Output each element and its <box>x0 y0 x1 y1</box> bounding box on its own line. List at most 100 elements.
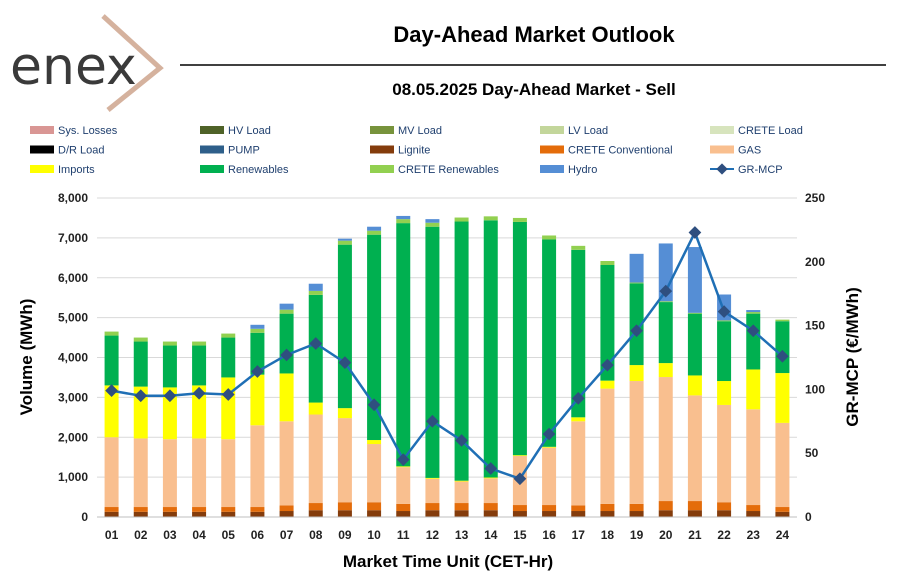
legend-item: CRETE Renewables <box>370 164 499 176</box>
bar-segment <box>687 375 702 396</box>
bar-segment <box>308 402 323 415</box>
y2-axis-title: GR-MCP (€/MWh) <box>843 287 862 426</box>
legend-item: Hydro <box>540 164 597 176</box>
legend-swatch <box>370 145 394 154</box>
bar-segment <box>746 310 761 313</box>
legend-label: GAS <box>738 145 761 157</box>
bar-segment <box>775 511 790 517</box>
legend-label: MV Load <box>398 125 442 137</box>
x-tick-label: 15 <box>513 528 527 542</box>
bar-segment <box>250 324 265 329</box>
bar-segment <box>512 505 527 512</box>
bar-segment <box>279 505 294 512</box>
bar-segment <box>250 328 265 333</box>
logo-text: enex <box>10 37 137 97</box>
mcp-point <box>280 348 293 362</box>
x-tick-label: 09 <box>338 528 352 542</box>
bar-segment <box>571 417 586 422</box>
bar-segment <box>571 421 586 506</box>
bar-segment <box>717 502 732 511</box>
bar-segment <box>512 455 527 456</box>
bar-segment <box>192 341 207 346</box>
bar-segment <box>687 312 702 314</box>
x-tick-label: 11 <box>397 528 410 542</box>
y-axis-title: Volume (MWh) <box>17 299 36 416</box>
legend-swatch <box>540 126 564 134</box>
mcp-point <box>192 386 206 400</box>
y2-tick-label: 200 <box>805 255 825 269</box>
bar-segment <box>192 385 207 439</box>
legend: Sys. Losses HV Load MV Load LV Load CRETE Lo… <box>30 125 803 176</box>
legend-item: Sys. Losses <box>30 125 118 137</box>
bar-segment <box>104 335 119 386</box>
bar-segment <box>483 477 498 479</box>
legend-swatch <box>370 126 394 134</box>
bar-segment <box>279 313 294 374</box>
legend-item: PUMP <box>200 145 260 157</box>
bar-segment <box>687 247 702 313</box>
y2-tick-label: 100 <box>805 382 825 396</box>
bar-segment <box>717 381 732 405</box>
bar-segment <box>571 505 586 512</box>
y2-tick-label: 50 <box>805 446 819 460</box>
legend-label: CRETE Renewables <box>398 164 499 176</box>
y-tick-label: 4,000 <box>58 351 88 365</box>
bar-segment <box>775 422 790 508</box>
y-tick-label: 3,000 <box>58 390 88 404</box>
y2-tick-label: 0 <box>805 510 812 524</box>
bar-segment <box>746 505 761 512</box>
legend-label: D/R Load <box>58 145 104 157</box>
x-tick-label: 21 <box>688 528 702 542</box>
mcp-point <box>105 384 118 398</box>
mcp-point <box>309 337 323 350</box>
legend-item: D/R Load <box>30 145 104 157</box>
x-tick-label: 08 <box>309 528 323 542</box>
legend-item: Renewables <box>200 164 289 176</box>
legend-item: CRETE Conventional <box>540 145 673 157</box>
bar-segment <box>279 511 294 517</box>
bar-segment <box>367 230 382 235</box>
legend-label: PUMP <box>228 145 260 157</box>
x-tick-label: 03 <box>163 528 177 542</box>
bar-segment <box>746 511 761 517</box>
bar-segment <box>308 503 323 511</box>
bar-segment <box>454 217 469 222</box>
mcp-point <box>426 414 439 428</box>
bar-segment <box>687 510 702 517</box>
bar-segment <box>337 244 352 409</box>
x-tick-label: 06 <box>251 528 265 542</box>
bar-segment <box>192 438 207 508</box>
bar-segment <box>658 377 673 502</box>
bar-segment <box>717 404 732 503</box>
bar-segment <box>279 373 294 422</box>
bar-segment <box>600 388 615 504</box>
bar-segment <box>542 239 557 447</box>
x-tick-label: 05 <box>222 528 236 542</box>
bar-segment <box>337 238 352 241</box>
bar-segment <box>454 480 469 482</box>
bar-segment <box>571 249 586 418</box>
bar-segment <box>717 321 732 382</box>
bar-segment <box>192 511 207 517</box>
bar-segment <box>425 503 440 511</box>
bar-segment <box>162 387 177 440</box>
bar-segment <box>396 219 411 224</box>
bar-segment <box>600 380 615 389</box>
bar-segment <box>367 444 382 503</box>
bar-segment <box>658 501 673 511</box>
bar-segment <box>133 386 148 439</box>
bar-segment <box>425 222 440 227</box>
enex-logo: enex <box>8 14 168 119</box>
legend-label: Sys. Losses <box>58 125 118 137</box>
legend-swatch <box>710 145 734 154</box>
bar-segment <box>629 282 644 284</box>
bar-segment <box>775 321 790 374</box>
legend-swatch <box>200 145 224 154</box>
legend-swatch <box>200 126 224 134</box>
bar-segment <box>308 414 323 504</box>
x-tick-label: 04 <box>192 528 206 542</box>
legend-label: CRETE Load <box>738 125 803 137</box>
bar-segment <box>687 501 702 511</box>
legend-item: CRETE Load <box>710 125 803 137</box>
bar-segment <box>600 264 615 381</box>
